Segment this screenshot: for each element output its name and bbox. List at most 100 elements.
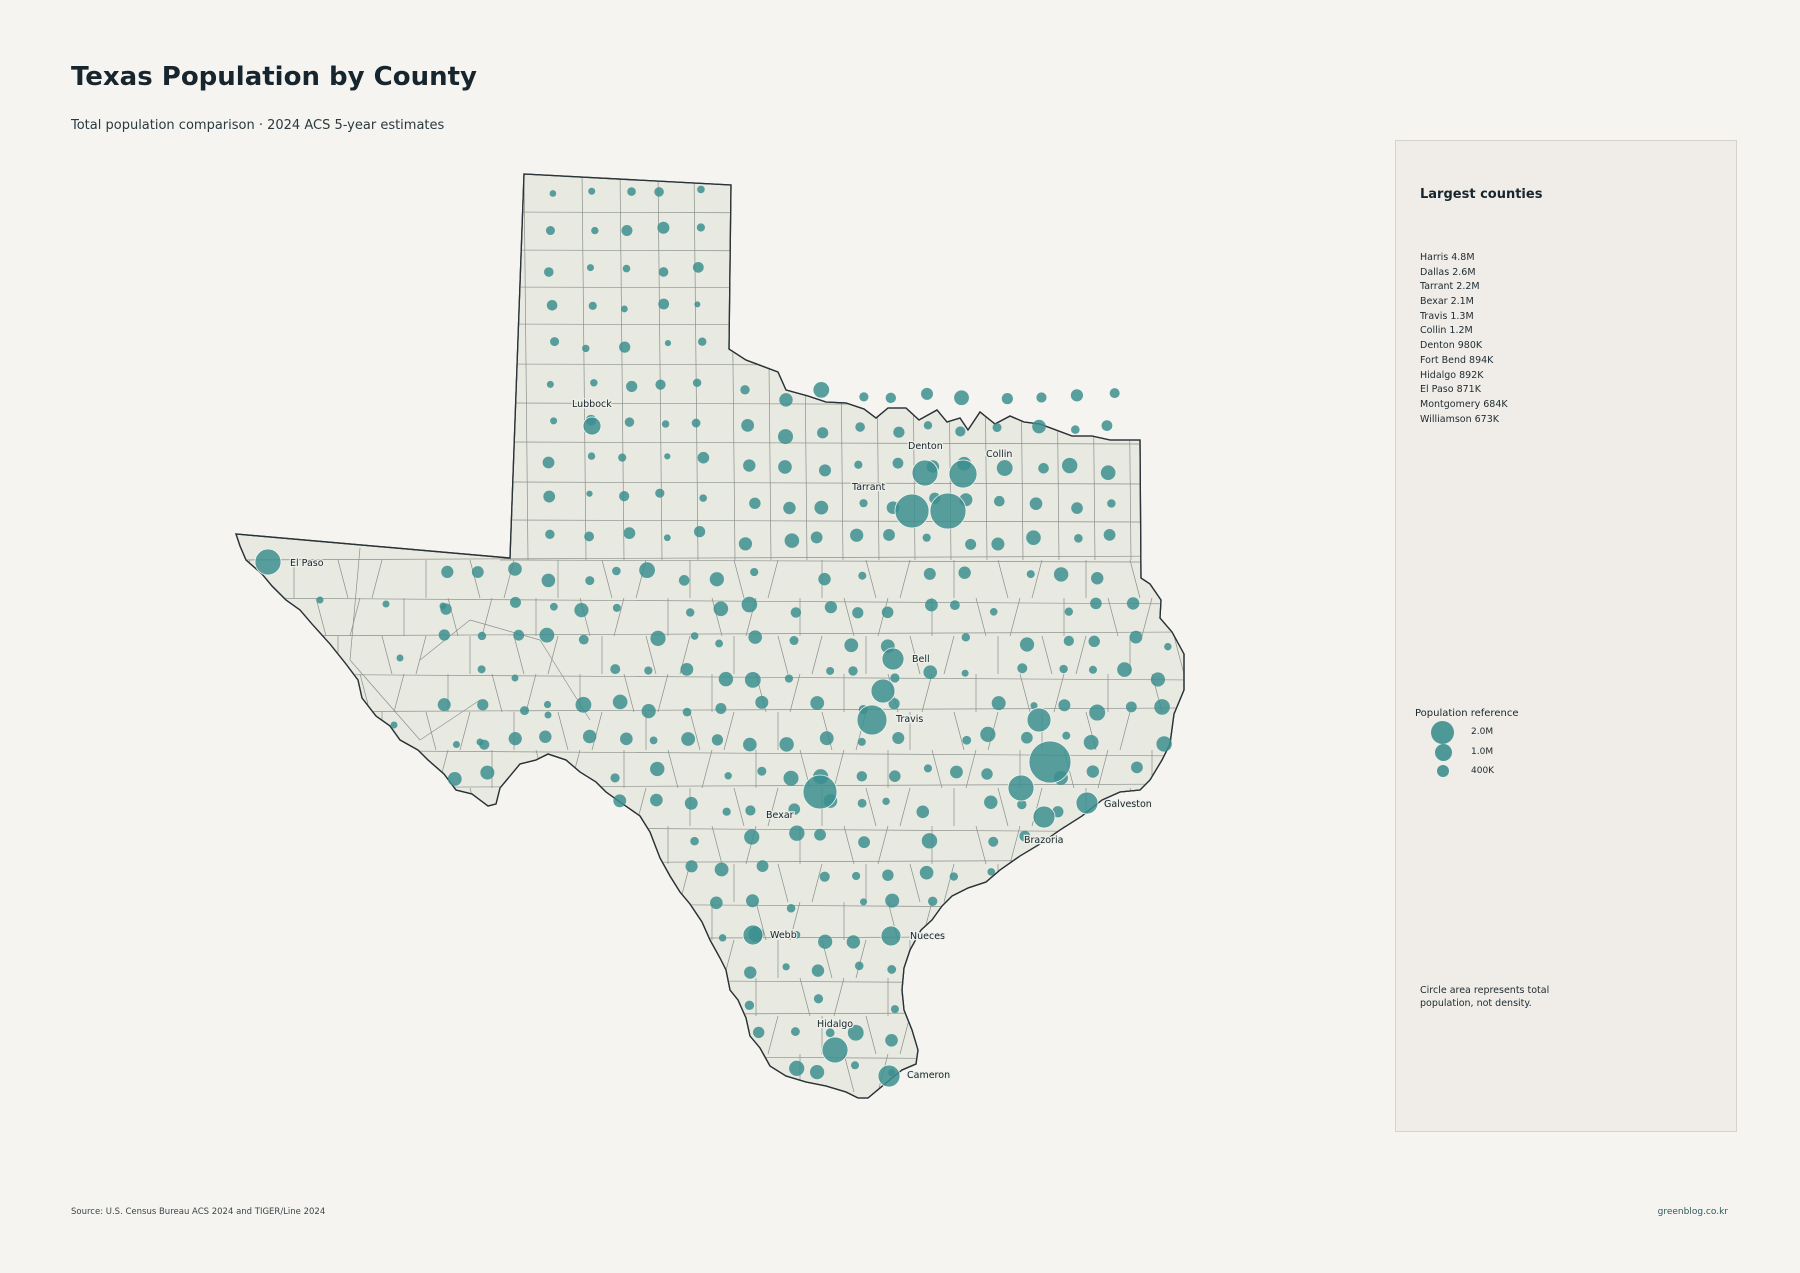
largest-counties-list: Harris 4.8M Dallas 2.6M Tarrant 2.2M Bex…: [1420, 251, 1508, 427]
county-bubble: [690, 836, 699, 846]
county-boundary: [249, 635, 261, 675]
county-bubble: [447, 772, 462, 786]
county-bubble: [477, 665, 486, 674]
county-bubble: [710, 896, 723, 910]
county-bubble: [612, 694, 628, 710]
list-item: Collin 1.2M: [1420, 325, 1473, 337]
county-boundary: [921, 673, 933, 713]
county-bubble: [923, 665, 938, 680]
county-bubble: [783, 770, 799, 786]
county-bubble: [1017, 799, 1027, 810]
county-bubble: [850, 528, 864, 542]
county-bubble: [655, 379, 666, 390]
county-bubble: [850, 1061, 859, 1070]
county-boundary: [415, 635, 427, 675]
legend-circle: [1434, 743, 1452, 761]
county-bubble: [858, 836, 870, 849]
county-boundary: [843, 1053, 855, 1093]
page-title: Texas Population by County: [71, 62, 477, 92]
county-bubble: [713, 601, 729, 617]
county-bubble: [1126, 597, 1140, 610]
county-boundary: [811, 635, 823, 675]
county-boundary: [293, 939, 305, 979]
county-boundary: [271, 977, 283, 1017]
county-boundary: [535, 977, 547, 1017]
county-bubble: [543, 267, 554, 277]
county-bubble: [885, 1033, 898, 1047]
county-boundary: [337, 787, 349, 827]
county-bubble: [857, 798, 867, 808]
county-boundary: [481, 825, 493, 865]
county-bubble: [508, 562, 522, 576]
county-bubble: [585, 576, 595, 586]
county-bubble: [682, 707, 692, 717]
county-boundary: [975, 597, 987, 637]
williamson-bubble: [870, 678, 896, 704]
county-bubble: [981, 768, 993, 780]
county-bubble: [856, 771, 868, 782]
county-label: Collin: [986, 449, 1012, 460]
county-bubble: [819, 871, 830, 882]
county-bubble: [1071, 502, 1083, 514]
county-boundary: [469, 619, 541, 641]
county-boundary: [481, 1053, 493, 1093]
county-bubble: [437, 698, 451, 712]
county-bubble: [588, 187, 596, 195]
county-bubble: [1063, 635, 1074, 646]
county-bubble: [618, 453, 627, 462]
county-bubble: [686, 608, 695, 617]
county-bubble: [685, 860, 698, 873]
county-boundary: [591, 711, 603, 751]
list-item: Tarrant 2.2M: [1420, 281, 1480, 293]
county-boundary: [711, 597, 723, 637]
county-bubble: [744, 966, 757, 979]
county-boundary: [623, 901, 635, 941]
county-bubble: [627, 187, 636, 196]
county-bubble: [792, 931, 801, 939]
county-boundary: [1163, 559, 1175, 599]
county-boundary: [855, 939, 867, 979]
county-bubble: [1074, 533, 1083, 543]
county-boundary: [1173, 635, 1184, 675]
county-bubble: [1061, 457, 1078, 474]
county-bubble: [441, 565, 454, 579]
county-bubble: [582, 729, 597, 744]
county-bubble: [678, 575, 690, 586]
county-bubble: [961, 633, 971, 642]
county-bubble: [382, 600, 390, 608]
county-boundary: [513, 635, 525, 675]
county-boundary: [1141, 597, 1153, 637]
county-bubble: [992, 423, 1002, 433]
county-bubble: [859, 392, 869, 402]
county-boundary: [249, 863, 261, 903]
county-boundary: [513, 863, 525, 903]
county-boundary: [767, 559, 779, 599]
legend-label: 1.0M: [1471, 746, 1494, 757]
county-bubble: [619, 341, 631, 353]
county-boundary: [1119, 939, 1131, 979]
county-bubble: [542, 456, 555, 469]
county-bubble: [639, 562, 655, 579]
county-boundary: [657, 673, 669, 713]
county-boundary: [1075, 635, 1087, 675]
county-boundary: [711, 1053, 723, 1093]
bell-bubble: [881, 647, 905, 671]
county-boundary: [371, 787, 383, 827]
travis-bubble: [856, 704, 888, 736]
county-bubble: [1150, 672, 1166, 687]
county-boundary: [349, 597, 361, 637]
county-boundary: [1075, 863, 1087, 903]
county-boundary: [1186, 674, 1196, 712]
county-boundary: [469, 1015, 481, 1055]
county-bubble: [697, 451, 710, 464]
county-boundary: [689, 939, 701, 979]
county-bubble: [923, 764, 932, 773]
county-boundary: [393, 901, 405, 941]
county-boundary: [236, 707, 1184, 713]
county-bubble: [813, 382, 830, 398]
county-bubble: [814, 500, 829, 515]
county-boundary: [581, 174, 587, 561]
county-bubble: [786, 903, 796, 913]
county-bubble: [927, 896, 938, 906]
county-boundary: [1151, 901, 1163, 941]
